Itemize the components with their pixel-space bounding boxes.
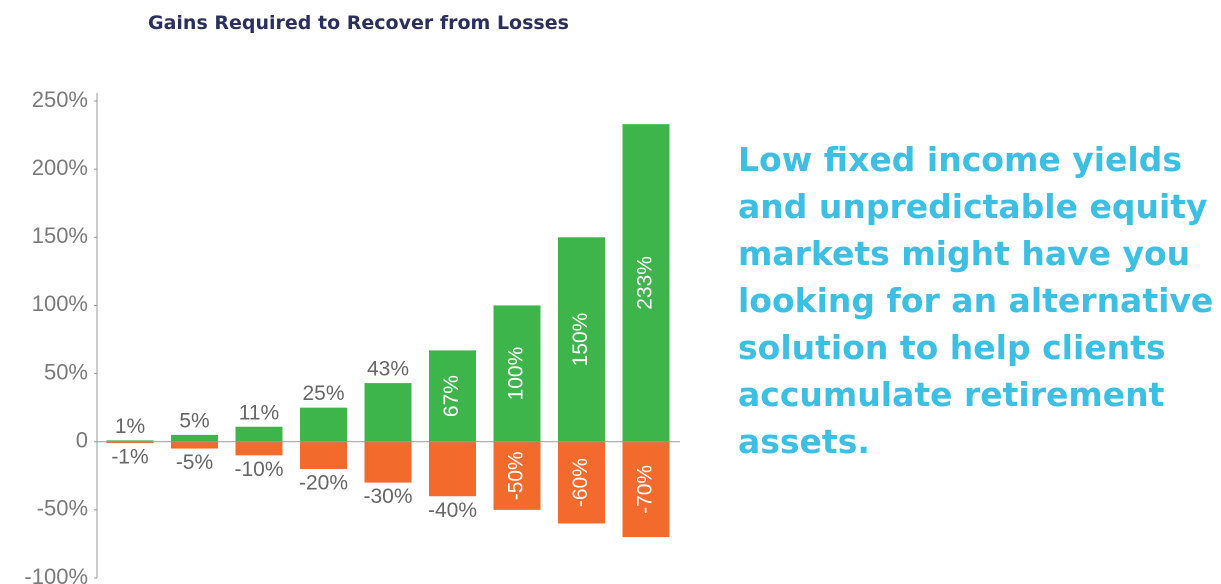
value-label: 1% bbox=[115, 415, 145, 438]
y-tick-label: -100% bbox=[24, 564, 88, 584]
value-label: -70% bbox=[634, 465, 657, 514]
value-label: 67% bbox=[440, 375, 463, 417]
bar bbox=[364, 441, 412, 483]
y-tick-label: 200% bbox=[32, 155, 88, 180]
note-line: and unpredictable equity bbox=[738, 187, 1208, 226]
value-label: -1% bbox=[111, 446, 148, 469]
y-tick-label: 100% bbox=[32, 291, 88, 316]
value-label: 11% bbox=[239, 401, 279, 424]
note-line: accumulate retirement bbox=[738, 375, 1165, 414]
value-label: -50% bbox=[505, 451, 528, 500]
value-label: -20% bbox=[299, 472, 348, 495]
note-line: looking for an alternative bbox=[738, 281, 1214, 320]
bar bbox=[558, 441, 605, 524]
note-line: solution to help clients bbox=[738, 328, 1166, 367]
note-line: Low fixed income yields bbox=[738, 140, 1182, 179]
chart-title: Gains Required to Recover from Losses bbox=[148, 12, 569, 34]
value-label: 100% bbox=[505, 347, 528, 401]
value-label: 25% bbox=[302, 382, 344, 405]
value-label: -30% bbox=[363, 485, 412, 508]
y-tick-label: 250% bbox=[32, 87, 88, 112]
note: Low fixed income yields and unpredictable… bbox=[738, 136, 1213, 465]
value-label: 5% bbox=[179, 409, 209, 432]
y-tick-label: 0 bbox=[76, 428, 88, 453]
y-tick-label: 150% bbox=[32, 223, 88, 248]
y-tick-label: 50% bbox=[44, 359, 88, 384]
value-label: -60% bbox=[569, 458, 592, 507]
y-tick-label: -50% bbox=[37, 496, 88, 521]
bar bbox=[171, 441, 218, 449]
value-label: -5% bbox=[176, 451, 213, 474]
bar bbox=[300, 441, 347, 469]
bar bbox=[364, 383, 412, 442]
bar bbox=[622, 441, 670, 538]
value-label: -10% bbox=[234, 458, 283, 481]
bar bbox=[493, 305, 541, 442]
value-label: -40% bbox=[428, 499, 477, 522]
note-line: markets might have you bbox=[738, 234, 1191, 273]
bar bbox=[171, 434, 218, 442]
bar bbox=[235, 441, 283, 456]
bar bbox=[106, 440, 154, 442]
bar bbox=[300, 407, 347, 442]
bar bbox=[493, 441, 541, 510]
bar bbox=[106, 441, 154, 444]
value-label: 150% bbox=[569, 313, 592, 367]
value-label: 233% bbox=[634, 256, 657, 310]
value-label: 43% bbox=[367, 358, 409, 381]
bar bbox=[429, 350, 476, 442]
bar bbox=[622, 124, 670, 442]
bar bbox=[235, 426, 283, 442]
note-line: assets. bbox=[738, 422, 870, 461]
bar bbox=[558, 237, 605, 442]
bar bbox=[429, 441, 476, 497]
